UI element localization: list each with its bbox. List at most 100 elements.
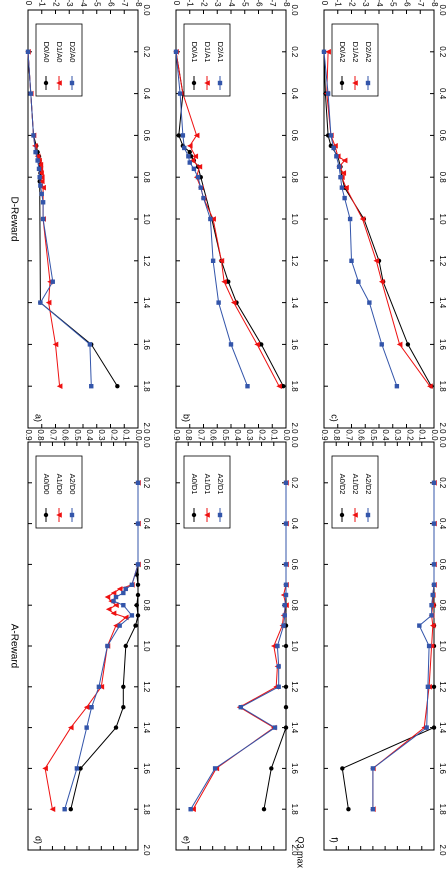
x-tick-label: 1.8 [142, 804, 151, 816]
panel-c: 0.0 0.2 0.4 0.6 0.8 1.0 1.2 1.4 1.6 1.8 2.0 0 -1 -2 -3… [320, 0, 446, 434]
x-tick-label: 2.0 [438, 844, 446, 856]
data-point [429, 613, 434, 618]
data-point [78, 766, 83, 771]
y-tick-label: 0.3 [245, 429, 254, 441]
legend-label: A2/D0 [68, 474, 77, 495]
data-point [431, 562, 437, 567]
data-point [370, 766, 376, 771]
legend-marker [352, 80, 358, 86]
data-point [346, 807, 351, 812]
data-point [394, 384, 400, 389]
series-line-D0/A2 [323, 51, 432, 387]
y-tick-label: -7 [120, 0, 129, 7]
data-point [135, 480, 141, 485]
data-point [275, 643, 280, 649]
y-tick-label: 0.3 [393, 429, 402, 441]
legend-marker [191, 80, 197, 86]
data-point [427, 383, 433, 389]
data-point [38, 183, 43, 188]
legend-label: A2/D2 [364, 474, 373, 495]
y-tick-label: -6 [254, 0, 263, 7]
x-tick-label: 0.2 [438, 46, 446, 58]
y-tick-label: 0.8 [332, 429, 341, 441]
legend-label: D0/A0 [42, 42, 51, 63]
data-point [378, 278, 385, 285]
y-tick-label: 0.9 [172, 429, 181, 441]
data-point [135, 582, 141, 587]
data-point [210, 258, 216, 263]
y-tick-label: 0.7 [48, 429, 57, 441]
data-point [193, 132, 200, 139]
data-point [40, 184, 46, 191]
data-point [56, 383, 63, 389]
data-point [121, 590, 126, 596]
data-point [431, 582, 437, 587]
data-point [113, 594, 119, 600]
series-line-D1/A2 [326, 51, 431, 387]
data-point [68, 807, 73, 812]
x-tick-label: 0.0 [290, 4, 299, 16]
x-tick-label: 2.0 [290, 844, 299, 856]
x-tick-label: 0.0 [438, 4, 446, 16]
legend-marker [69, 80, 75, 86]
data-point [228, 342, 234, 347]
data-point [396, 341, 403, 348]
data-point [208, 216, 213, 222]
y-tick-label: 0.9 [24, 429, 33, 441]
legend-marker [365, 80, 371, 86]
x-tick-label: 1.2 [438, 681, 446, 693]
data-point [356, 279, 361, 284]
legend-marker [204, 80, 210, 86]
y-tick-label: 0.7 [196, 429, 205, 441]
x-tick-label: 0.2 [290, 46, 299, 58]
data-point [191, 166, 197, 172]
x-tick-label: 2.0 [142, 422, 151, 434]
data-point [135, 562, 141, 567]
legend-marker [204, 512, 210, 518]
y-tick-label: -4 [375, 0, 384, 7]
x-tick-label: 0.0 [142, 4, 151, 16]
data-point [428, 643, 435, 649]
x-tick-label: 1.6 [290, 763, 299, 775]
y-tick-label: -6 [402, 0, 411, 7]
x-tick-label: 0.2 [142, 477, 151, 489]
data-point [283, 592, 289, 598]
data-point [121, 705, 126, 710]
data-point [283, 643, 289, 649]
legend-label: A0/D2 [338, 474, 347, 495]
y-tick-label: -8 [134, 0, 143, 7]
y-tick-label: 0.3 [97, 429, 106, 441]
y-tick-label: 0 [172, 1, 181, 6]
data-point [83, 704, 90, 710]
data-point [370, 807, 376, 812]
y-tick-label: -3 [65, 0, 74, 7]
y-tick-label: -3 [361, 0, 370, 7]
x-tick-label: 1.6 [290, 339, 299, 351]
legend-label: A0/D1 [190, 474, 199, 495]
data-point [135, 521, 141, 526]
data-point [135, 613, 141, 618]
y-tick-label: 0.6 [209, 429, 218, 441]
data-point [336, 164, 342, 169]
data-point [283, 582, 289, 587]
data-point [35, 158, 40, 163]
legend-label: A2/D1 [216, 474, 225, 495]
x-tick-label: 0.2 [290, 477, 299, 489]
data-point [429, 622, 436, 629]
data-point [283, 480, 289, 485]
x-axis-label: Q3,max [296, 836, 306, 868]
x-tick-label: 0.0 [290, 436, 299, 448]
series-line-D1/A1 [175, 51, 280, 387]
y-tick-label: 0.1 [270, 429, 279, 441]
x-tick-label: 1.8 [290, 381, 299, 393]
data-point [84, 725, 89, 730]
legend-label: D2/A2 [364, 42, 373, 63]
data-point [37, 175, 42, 180]
data-point [36, 166, 42, 172]
data-point [245, 384, 250, 389]
data-point [74, 766, 80, 771]
x-tick-label: 1.2 [290, 681, 299, 693]
data-point [104, 594, 111, 600]
x-tick-label: 0.4 [142, 88, 151, 100]
x-tick-label: 0.8 [290, 600, 299, 612]
